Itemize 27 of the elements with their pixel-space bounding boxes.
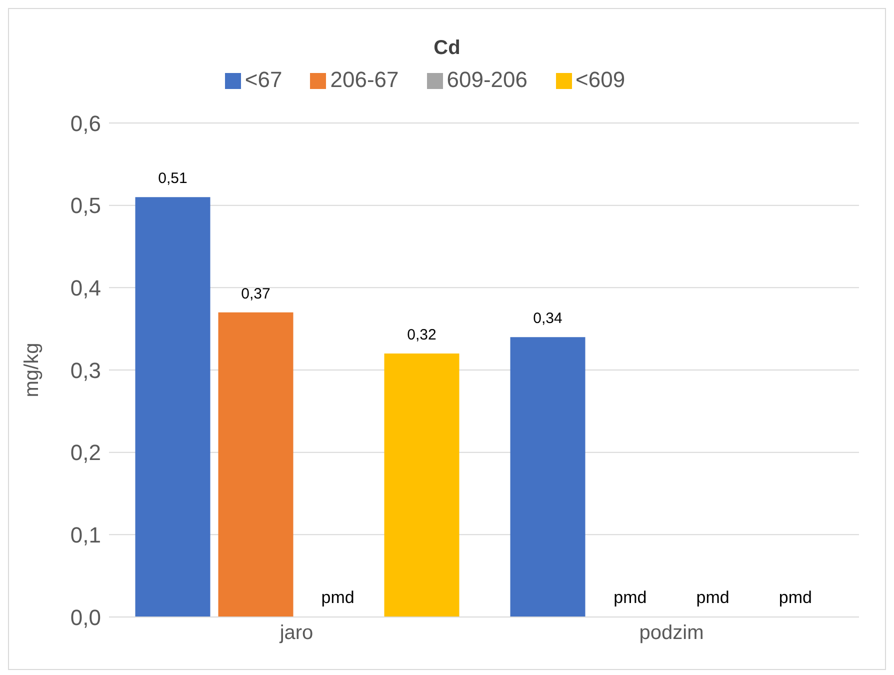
bar — [510, 337, 586, 617]
y-tick-label: 0,2 — [70, 440, 101, 466]
text: pmd — [614, 588, 647, 607]
bar — [384, 354, 460, 617]
text: pmd — [778, 588, 812, 607]
data-label: 0,34 — [533, 310, 562, 328]
y-tick-label: 0,3 — [70, 358, 101, 383]
text: pmd — [321, 588, 354, 607]
bar — [218, 312, 294, 617]
data-label: 0,32 — [407, 326, 436, 344]
y-axis-title: mg/kg — [21, 342, 44, 398]
legend-label: 206-67 — [330, 67, 399, 92]
legend-label: <67 — [244, 67, 282, 92]
y-tick-label: 0,4 — [70, 275, 101, 300]
y-tick-label: 0,0 — [70, 604, 101, 630]
data-label: 0,51 — [158, 170, 188, 188]
chart-title: Cd — [432, 36, 462, 61]
text: pmd — [696, 588, 730, 607]
legend-label: 609-206 — [446, 67, 528, 92]
legend-label: <609 — [576, 67, 626, 92]
bar — [135, 197, 210, 617]
x-tick-label: podzim — [639, 622, 704, 644]
y-tick-label: 0,6 — [70, 110, 101, 136]
x-tick-label: jaro — [278, 622, 314, 644]
y-tick-label: 0,1 — [70, 522, 101, 548]
y-tick-label: 0,5 — [70, 193, 101, 218]
data-label: 0,37 — [241, 285, 270, 302]
